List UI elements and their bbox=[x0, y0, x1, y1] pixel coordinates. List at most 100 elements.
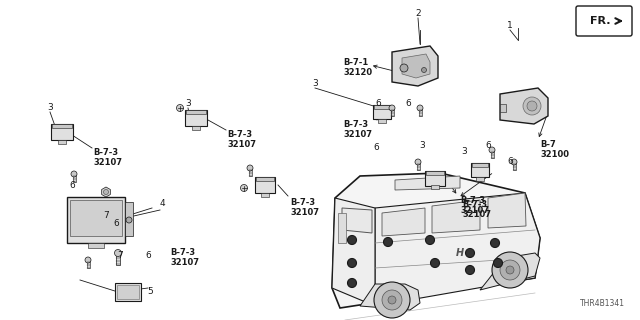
Text: 3: 3 bbox=[185, 100, 191, 108]
Polygon shape bbox=[360, 284, 420, 310]
Text: 3: 3 bbox=[312, 79, 318, 89]
Polygon shape bbox=[392, 46, 438, 86]
Text: 6: 6 bbox=[69, 181, 75, 190]
Circle shape bbox=[388, 296, 396, 304]
Bar bbox=[88, 243, 104, 248]
Bar bbox=[255, 177, 275, 193]
Text: B-7
32100: B-7 32100 bbox=[540, 140, 569, 159]
Bar bbox=[373, 105, 391, 119]
Circle shape bbox=[527, 101, 537, 111]
Text: 6: 6 bbox=[145, 251, 151, 260]
Text: 6: 6 bbox=[485, 141, 491, 150]
Text: B-7-3
32107: B-7-3 32107 bbox=[343, 120, 372, 140]
Text: 6: 6 bbox=[375, 100, 381, 108]
Text: THR4B1341: THR4B1341 bbox=[580, 299, 625, 308]
Text: B-7-3
32107: B-7-3 32107 bbox=[170, 248, 199, 268]
Circle shape bbox=[422, 68, 426, 73]
Text: 7: 7 bbox=[103, 212, 109, 220]
Bar bbox=[419, 108, 422, 116]
Circle shape bbox=[389, 105, 395, 111]
Bar bbox=[261, 193, 269, 197]
Polygon shape bbox=[375, 193, 540, 306]
Bar bbox=[86, 260, 90, 268]
Bar bbox=[390, 108, 394, 116]
Circle shape bbox=[104, 189, 109, 195]
Bar bbox=[426, 171, 444, 175]
Polygon shape bbox=[342, 208, 372, 233]
Bar bbox=[248, 168, 252, 176]
Bar bbox=[490, 150, 493, 158]
Bar bbox=[500, 104, 506, 112]
Circle shape bbox=[383, 237, 392, 246]
Polygon shape bbox=[488, 193, 526, 228]
Circle shape bbox=[415, 159, 421, 165]
Circle shape bbox=[490, 238, 499, 247]
Polygon shape bbox=[480, 253, 540, 290]
Circle shape bbox=[426, 236, 435, 244]
Circle shape bbox=[523, 97, 541, 115]
Circle shape bbox=[126, 217, 132, 223]
Circle shape bbox=[493, 259, 502, 268]
Bar bbox=[338, 213, 346, 243]
FancyBboxPatch shape bbox=[576, 6, 632, 36]
Text: FR.: FR. bbox=[590, 16, 611, 26]
Bar bbox=[115, 283, 141, 301]
Circle shape bbox=[382, 290, 402, 310]
Bar bbox=[256, 177, 274, 181]
Text: 6: 6 bbox=[113, 220, 119, 228]
Bar bbox=[117, 285, 139, 299]
Circle shape bbox=[374, 282, 410, 318]
Bar bbox=[72, 174, 76, 182]
Circle shape bbox=[247, 165, 253, 171]
Circle shape bbox=[400, 64, 408, 72]
Circle shape bbox=[431, 259, 440, 268]
Polygon shape bbox=[432, 200, 480, 233]
Bar bbox=[417, 162, 419, 170]
Circle shape bbox=[417, 105, 423, 111]
Text: 5: 5 bbox=[147, 287, 153, 297]
Circle shape bbox=[115, 250, 122, 257]
Circle shape bbox=[500, 260, 520, 280]
Text: 3: 3 bbox=[419, 141, 425, 150]
Bar bbox=[185, 110, 207, 126]
Text: 6: 6 bbox=[507, 157, 513, 166]
Circle shape bbox=[348, 278, 356, 287]
Circle shape bbox=[241, 185, 248, 191]
Bar bbox=[378, 119, 386, 123]
Circle shape bbox=[492, 252, 528, 288]
Polygon shape bbox=[402, 54, 430, 78]
Text: B-7-3
32107: B-7-3 32107 bbox=[462, 200, 491, 220]
Polygon shape bbox=[382, 208, 425, 236]
Text: B-7-1
32120: B-7-1 32120 bbox=[343, 58, 372, 77]
Bar bbox=[125, 202, 133, 236]
Text: B-7-3
32107: B-7-3 32107 bbox=[290, 198, 319, 217]
Circle shape bbox=[71, 171, 77, 177]
Text: H: H bbox=[456, 248, 464, 258]
Polygon shape bbox=[102, 187, 110, 197]
Bar bbox=[471, 163, 489, 177]
Circle shape bbox=[177, 105, 184, 111]
Circle shape bbox=[465, 249, 474, 258]
Circle shape bbox=[348, 236, 356, 244]
Polygon shape bbox=[332, 198, 375, 306]
Bar bbox=[70, 200, 122, 236]
Bar bbox=[58, 140, 66, 144]
Text: 4: 4 bbox=[159, 199, 165, 209]
Bar bbox=[431, 185, 439, 189]
Bar bbox=[472, 163, 488, 167]
Text: 2: 2 bbox=[415, 10, 421, 19]
Bar bbox=[374, 105, 390, 109]
Text: 3: 3 bbox=[461, 148, 467, 156]
Circle shape bbox=[465, 266, 474, 275]
Bar bbox=[67, 197, 125, 243]
Circle shape bbox=[348, 259, 356, 268]
Text: B-7-3
32107: B-7-3 32107 bbox=[227, 130, 256, 149]
Circle shape bbox=[85, 257, 91, 263]
Bar bbox=[476, 177, 484, 181]
Circle shape bbox=[511, 159, 517, 165]
Bar bbox=[52, 124, 72, 128]
Text: B-7-3
32107: B-7-3 32107 bbox=[93, 148, 122, 167]
Polygon shape bbox=[500, 88, 548, 124]
Polygon shape bbox=[395, 176, 460, 190]
Polygon shape bbox=[332, 173, 540, 308]
